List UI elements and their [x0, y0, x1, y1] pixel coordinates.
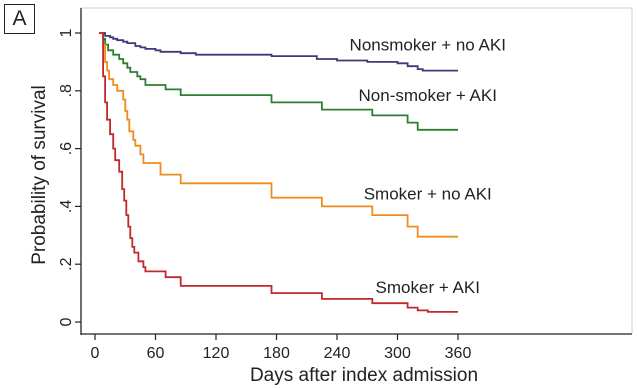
series-label-3: Smoker + AKI	[376, 278, 480, 297]
x-tick-label: 120	[203, 345, 230, 362]
panel-label: A	[4, 4, 35, 34]
y-tick-label: .8	[58, 84, 75, 97]
series-group	[99, 32, 458, 313]
series-line-0	[99, 32, 458, 72]
x-tick-label: 180	[263, 345, 290, 362]
x-tick-label: 0	[91, 345, 100, 362]
x-tick-label: 60	[147, 345, 165, 362]
series-label-0: Nonsmoker + no AKI	[350, 35, 506, 54]
y-tick-label: 0	[58, 317, 75, 326]
x-tick-label: 360	[445, 345, 472, 362]
series-line-2	[99, 32, 458, 238]
series-label-1: Non-smoker + AKI	[359, 86, 497, 105]
y-tick-label: 1	[58, 28, 75, 37]
y-tick-label: .4	[58, 200, 75, 213]
y-tick-label: .6	[58, 142, 75, 155]
x-tick-label: 300	[384, 345, 411, 362]
axes: 0 .2 .4 .6 .8 1 0 60 120 180 240 300 360	[58, 8, 632, 362]
plot-frame	[81, 7, 633, 334]
series-labels: Nonsmoker + no AKI Non-smoker + AKI Smoker…	[350, 35, 506, 297]
x-tick-label: 240	[324, 345, 351, 362]
y-axis-title: Probability of survival	[29, 85, 50, 265]
y-tick-label: .2	[58, 257, 75, 270]
x-axis-title: Days after index admission	[250, 365, 478, 386]
series-line-1	[99, 32, 458, 131]
series-line-3	[99, 32, 458, 313]
series-label-2: Smoker + no AKI	[364, 184, 492, 203]
